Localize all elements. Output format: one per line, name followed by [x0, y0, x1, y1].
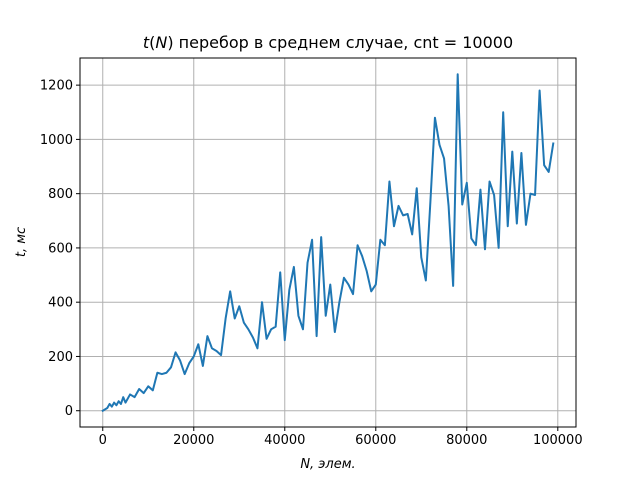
y-tick-label: 400: [48, 296, 73, 311]
plot-area: 0 20000 40000 60000 80000 100000 0 200 400 600 80…: [40, 57, 583, 448]
y-tick-label: 1200: [40, 79, 73, 94]
x-axis-label: N, элем.: [300, 457, 355, 472]
y-axis-ticks: 0 200 400 600 800 1000 1200: [40, 79, 80, 419]
x-tick-label: 100000: [533, 433, 583, 448]
x-tick-label: 0: [99, 433, 107, 448]
title-italic-n: N: [155, 33, 167, 52]
grid-group: [80, 58, 576, 427]
title-open-paren: (: [149, 33, 155, 52]
y-tick-label: 0: [65, 404, 73, 419]
x-tick-label: 60000: [355, 433, 396, 448]
x-tick-label: 20000: [173, 433, 214, 448]
title-italic-t: t: [143, 33, 150, 52]
axes-frame: [79, 57, 577, 428]
x-tick-label: 40000: [264, 433, 305, 448]
series-group: [101, 73, 555, 413]
y-tick-label: 200: [48, 350, 73, 365]
series-line-0: [101, 73, 555, 413]
y-axis-label: t, мс: [14, 227, 29, 257]
y-tick-label: 1000: [40, 133, 73, 148]
x-tick-label: 80000: [446, 433, 487, 448]
y-tick-label: 800: [48, 187, 73, 202]
y-tick-label: 600: [48, 241, 73, 256]
chart-title: t(N) перебор в среднем случае, cnt = 100…: [143, 33, 513, 52]
title-rest: ) перебор в среднем случае, cnt = 10000: [167, 33, 513, 52]
x-axis-ticks: 0 20000 40000 60000 80000 100000: [99, 427, 583, 448]
